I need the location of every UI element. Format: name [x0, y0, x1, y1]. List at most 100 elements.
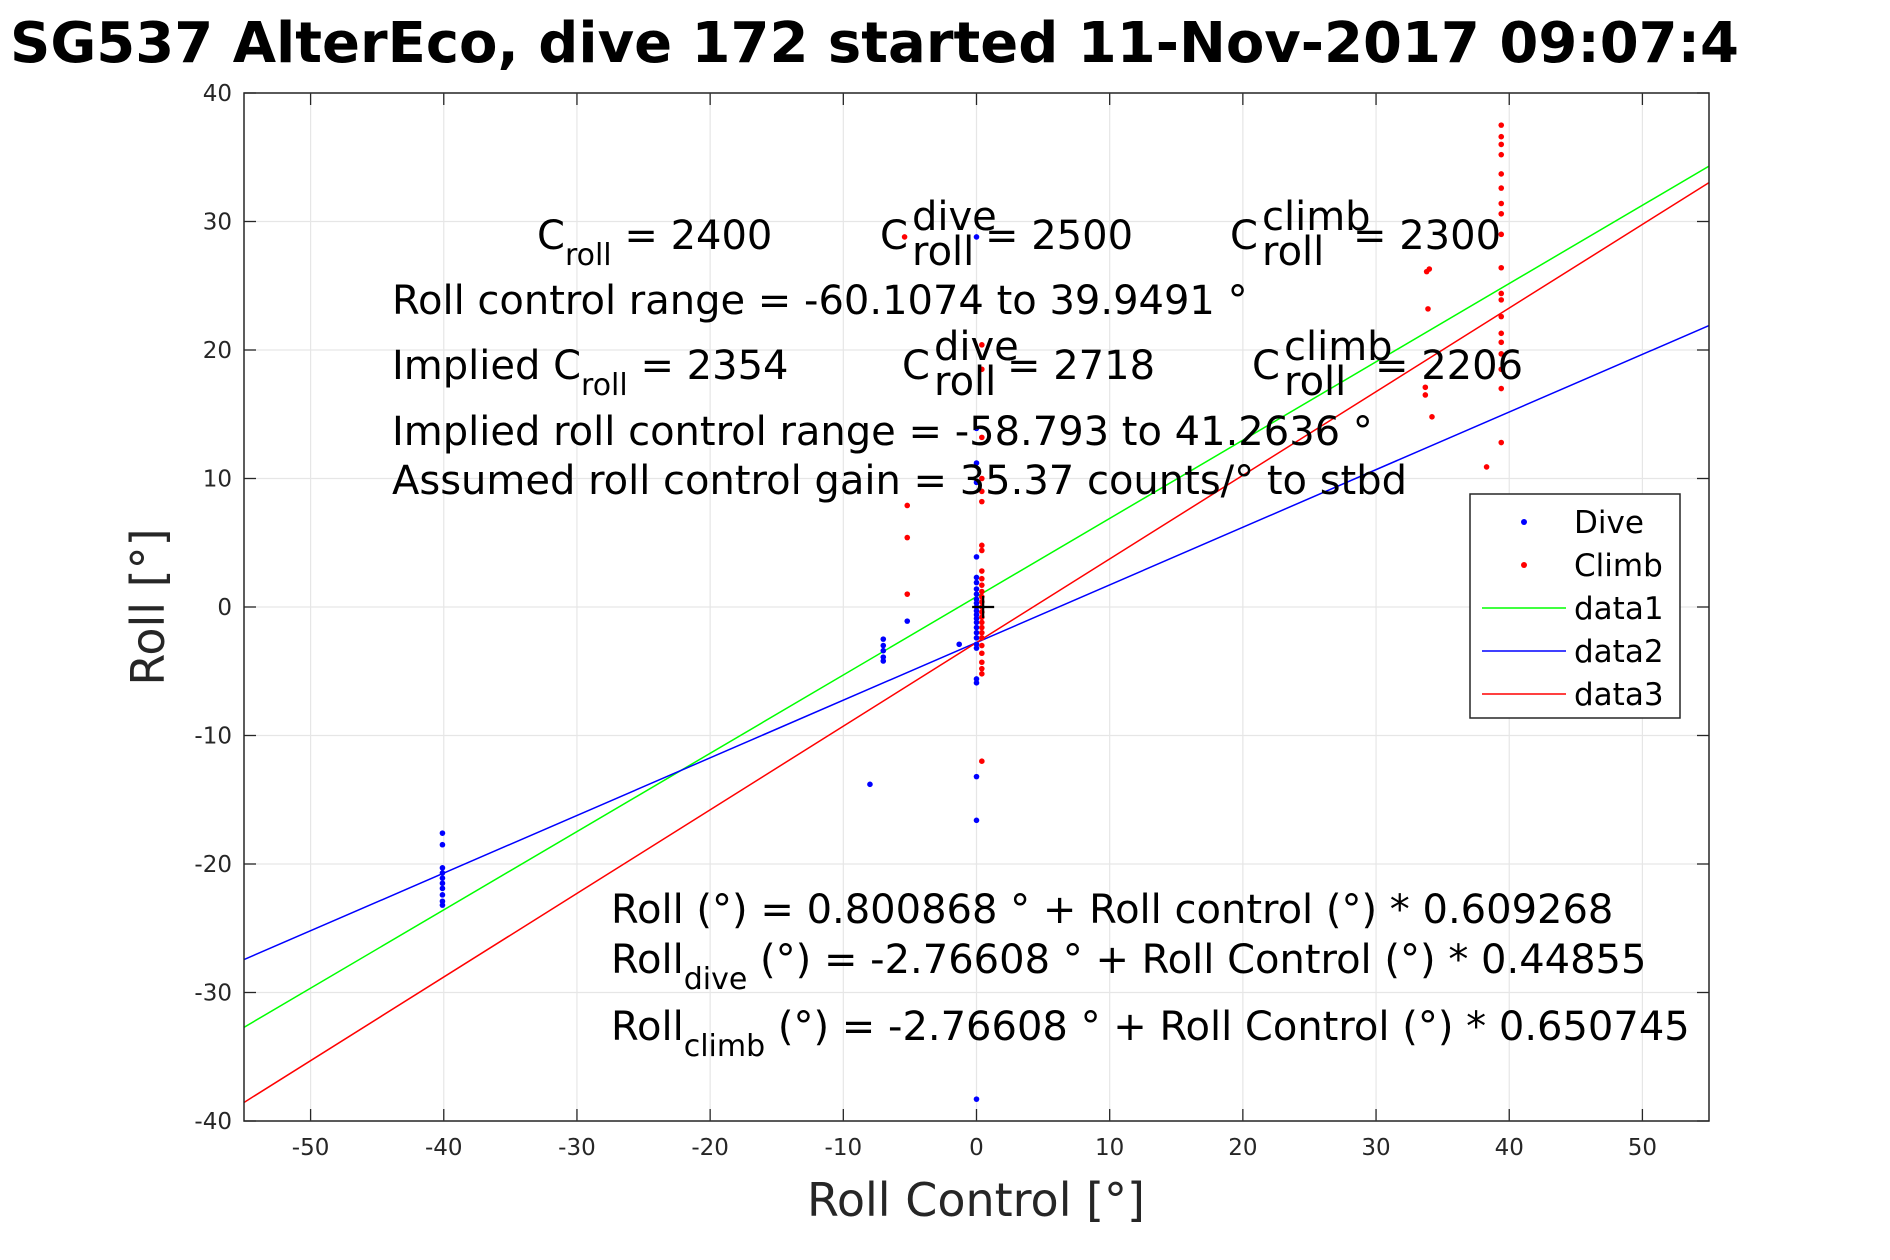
implied-dive-sup: dive — [934, 324, 1019, 370]
x-tick-label: 40 — [1495, 1135, 1524, 1161]
climb-point — [979, 475, 985, 482]
implied-sub: roll — [581, 368, 628, 403]
svg-text:Implied Croll = 2354: Implied Croll = 2354 — [392, 343, 788, 403]
y-tick-label: 40 — [203, 81, 232, 107]
y-tick-label: -30 — [194, 981, 232, 1007]
dive-point — [973, 460, 980, 466]
annotation-roll-range: Roll control range = -60.1074 to 39.9491… — [392, 278, 1248, 324]
c-roll-sub: roll — [565, 238, 612, 273]
climb-point — [979, 758, 985, 764]
y-tick-label: 20 — [203, 338, 232, 364]
climb-point — [979, 342, 985, 348]
climb-point — [979, 542, 985, 549]
climb-point — [904, 534, 911, 541]
legend-label-data1: data1 — [1574, 591, 1664, 627]
implied-dive-value: = 2718 — [1007, 343, 1155, 389]
climb-point — [979, 635, 985, 641]
dive-point — [973, 234, 980, 240]
climb-point — [979, 665, 985, 672]
dive-point — [973, 680, 980, 686]
dive-point — [973, 635, 980, 641]
dive-point — [973, 1096, 980, 1102]
dive-point — [973, 608, 980, 614]
x-tick-label: -40 — [425, 1135, 463, 1161]
svg-text:Croll = 2400: Croll = 2400 — [537, 213, 772, 273]
climb-point — [1498, 339, 1505, 346]
dive-point — [973, 773, 980, 780]
climb-point — [979, 642, 985, 649]
climb-point — [979, 434, 985, 441]
dive-point — [904, 618, 911, 624]
x-tick-labels: -50 -40 -30 -20 -10 0 10 20 30 40 50 — [292, 1135, 1657, 1161]
x-tick-label: -20 — [691, 1135, 729, 1161]
climb-point — [1498, 385, 1505, 392]
dive-point — [973, 596, 980, 603]
dive-point — [867, 781, 873, 788]
y-tick-label: -10 — [194, 724, 232, 750]
fit-climb-base: Roll — [611, 1004, 684, 1050]
climb-point — [1498, 313, 1505, 320]
climb-point — [979, 568, 985, 574]
climb-point — [1498, 439, 1505, 446]
climb-point — [979, 629, 985, 636]
x-tick-label: 10 — [1095, 1135, 1124, 1161]
dive-point — [973, 574, 980, 581]
chart-title: SG537 AlterEco, dive 172 started 11-Nov-… — [10, 11, 1739, 76]
dive-point — [973, 586, 980, 592]
c-climb-sub: roll — [1262, 229, 1324, 275]
x-tick-label: 0 — [969, 1135, 984, 1161]
dive-point — [973, 554, 980, 560]
dive-point — [880, 658, 887, 664]
legend: Dive Climb data1 data2 data3 — [1469, 493, 1681, 719]
dive-point — [880, 642, 887, 649]
dive-point — [880, 636, 887, 642]
dive-point — [973, 645, 980, 651]
fit-climb-rest: (°) = -2.76608 ° + Roll Control (°) * 0.… — [765, 1004, 1690, 1050]
climb-point — [1498, 185, 1505, 191]
y-tick-label: 30 — [203, 210, 232, 236]
implied-value: = 2354 — [628, 343, 789, 389]
y-tick-label: -40 — [194, 1109, 232, 1135]
legend-label-dive: Dive — [1574, 505, 1644, 541]
climb-point — [979, 547, 985, 554]
climb-point — [979, 498, 985, 505]
climb-point — [1498, 290, 1505, 297]
climb-point — [1498, 264, 1505, 271]
x-tick-label: -10 — [825, 1135, 863, 1161]
fit-dive-rest: (°) = -2.76608 ° + Roll Control (°) * 0.… — [747, 937, 1646, 983]
climb-point — [1498, 297, 1505, 303]
climb-point — [1498, 200, 1505, 207]
x-tick-label: -50 — [292, 1135, 330, 1161]
y-tick-label: -20 — [194, 852, 232, 878]
annotation-implied-range: Implied roll control range = -58.793 to … — [392, 409, 1373, 455]
climb-point — [904, 502, 911, 509]
climb-point — [1498, 141, 1505, 148]
climb-point — [979, 624, 985, 631]
implied-climb-base: C — [1252, 343, 1280, 389]
climb-point — [904, 591, 911, 597]
grid — [244, 92, 1709, 1122]
legend-label-data3: data3 — [1574, 677, 1664, 713]
climb-point — [1422, 384, 1429, 391]
climb-point — [1498, 133, 1505, 140]
fit-all-equation: Roll (°) = 0.800868 ° + Roll control (°)… — [611, 887, 1613, 933]
c-dive-base: C — [880, 213, 908, 259]
climb-point — [1425, 306, 1431, 312]
climb-point — [979, 588, 985, 595]
plot-box — [243, 92, 1710, 1122]
climb-point — [979, 650, 985, 657]
dive-point — [973, 629, 980, 636]
dive-point — [973, 641, 980, 648]
implied-dive-base: C — [902, 343, 930, 389]
implied-climb-sup: climb — [1284, 324, 1393, 370]
climb-point — [1498, 330, 1505, 337]
dive-point — [956, 641, 962, 648]
fit-dive-sub: dive — [684, 962, 748, 997]
climb-point — [1498, 122, 1505, 128]
annotation-roll-centers: Croll = 2400 C dive roll = 2500 C climb … — [537, 194, 1501, 275]
implied-climb-value: = 2206 — [1375, 343, 1523, 389]
y-tick-label: 0 — [217, 595, 232, 621]
dive-point — [439, 880, 446, 887]
climb-point — [979, 582, 985, 588]
x-tick-label: -30 — [558, 1135, 596, 1161]
